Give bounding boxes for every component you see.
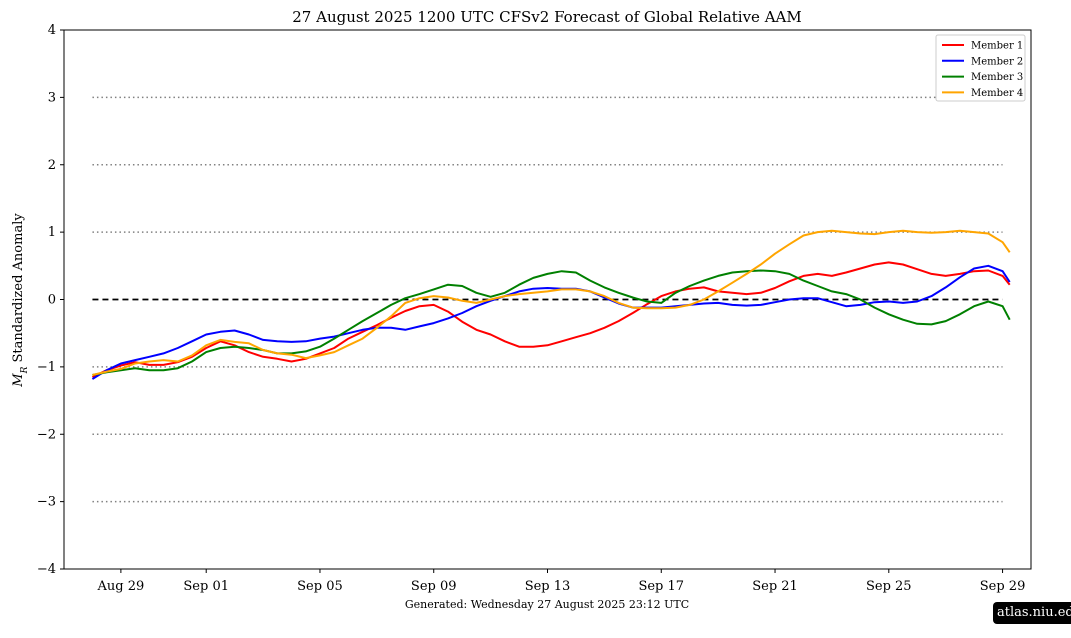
x-tick-label: Sep 13	[525, 579, 571, 594]
x-tick-label: Sep 29	[980, 579, 1026, 594]
legend: Member 1 Member 2 Member 3 Member 4	[935, 34, 1026, 102]
legend-label-member-4: Member 4	[971, 88, 1023, 99]
series-line-member-2	[91, 264, 1011, 380]
y-tick-label: −3	[37, 495, 56, 510]
y-tick-label: −1	[37, 360, 56, 375]
x-tick-label: Aug 29	[96, 579, 144, 594]
y-axis-label-subscript: R	[20, 366, 30, 374]
y-tick-label: −2	[37, 427, 56, 442]
x-tick-label: Sep 01	[183, 579, 229, 594]
legend-box	[935, 34, 1026, 102]
reference-lines	[92, 96, 1003, 503]
series-line-member-3	[92, 269, 1011, 376]
legend-label-member-2: Member 2	[971, 56, 1023, 67]
x-tick-label: Sep 17	[638, 579, 684, 594]
chart-title: 27 August 2025 1200 UTC CFSv2 Forecast o…	[292, 8, 801, 26]
legend-label-member-1: Member 1	[971, 41, 1023, 52]
y-tick-label: 0	[48, 293, 56, 308]
credit-badge: atlas.niu.edu	[993, 602, 1071, 624]
legend-label-member-3: Member 3	[971, 72, 1023, 83]
y-axis-label-text: Standardized Anomaly	[11, 213, 26, 367]
x-tick-label: Sep 05	[297, 579, 343, 594]
series-lines	[91, 229, 1011, 380]
y-axis-label: MR Standardized Anomaly	[11, 213, 30, 388]
y-tick-label: 3	[48, 90, 56, 105]
y-axis: −4 −3 −2 −1 0 1 2 3 4	[37, 23, 64, 577]
y-tick-label: 1	[48, 225, 56, 240]
y-tick-label: −4	[37, 562, 56, 577]
x-tick-label: Sep 09	[411, 579, 457, 594]
series-line-member-1	[91, 261, 1011, 378]
y-tick-label: 4	[48, 23, 56, 38]
x-tick-label: Sep 21	[752, 579, 798, 594]
x-axis: Aug 29 Sep 01 Sep 05 Sep 09 Sep 13 Sep 17 Sep …	[96, 569, 1025, 594]
x-tick-label: Sep 25	[866, 579, 912, 594]
y-tick-label: 2	[48, 158, 56, 173]
series-line-member-4	[92, 229, 1011, 376]
y-axis-label-symbol: M	[11, 373, 26, 388]
generated-timestamp: Generated: Wednesday 27 August 2025 23:1…	[405, 598, 689, 611]
